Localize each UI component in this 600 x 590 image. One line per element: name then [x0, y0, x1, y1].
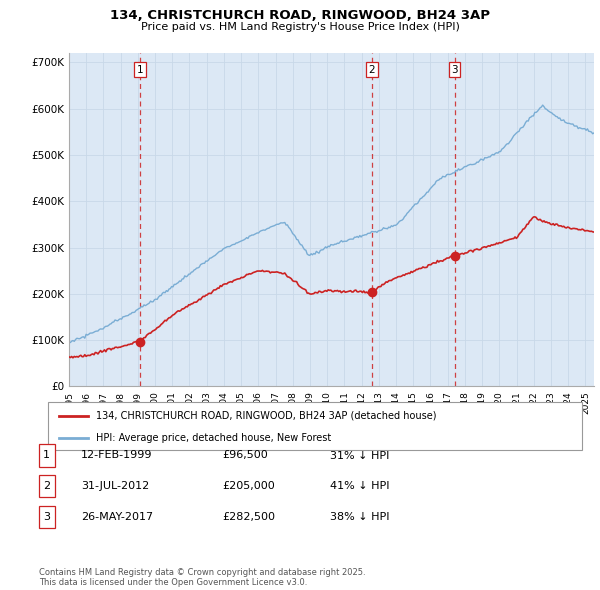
Text: £282,500: £282,500 — [222, 512, 275, 522]
Text: £205,000: £205,000 — [222, 481, 275, 491]
Text: £96,500: £96,500 — [222, 451, 268, 460]
Text: 38% ↓ HPI: 38% ↓ HPI — [330, 512, 389, 522]
Text: 1: 1 — [137, 65, 143, 75]
Text: 31% ↓ HPI: 31% ↓ HPI — [330, 451, 389, 460]
Text: 41% ↓ HPI: 41% ↓ HPI — [330, 481, 389, 491]
Text: 12-FEB-1999: 12-FEB-1999 — [81, 451, 152, 460]
Text: 2: 2 — [43, 481, 50, 491]
Text: 31-JUL-2012: 31-JUL-2012 — [81, 481, 149, 491]
Text: Contains HM Land Registry data © Crown copyright and database right 2025.
This d: Contains HM Land Registry data © Crown c… — [39, 568, 365, 587]
Text: HPI: Average price, detached house, New Forest: HPI: Average price, detached house, New … — [96, 433, 331, 442]
Text: 2: 2 — [368, 65, 375, 75]
Text: 134, CHRISTCHURCH ROAD, RINGWOOD, BH24 3AP (detached house): 134, CHRISTCHURCH ROAD, RINGWOOD, BH24 3… — [96, 411, 437, 421]
Text: 3: 3 — [43, 512, 50, 522]
Text: 1: 1 — [43, 451, 50, 460]
Text: 26-MAY-2017: 26-MAY-2017 — [81, 512, 153, 522]
Text: Price paid vs. HM Land Registry's House Price Index (HPI): Price paid vs. HM Land Registry's House … — [140, 22, 460, 32]
Text: 3: 3 — [451, 65, 458, 75]
Text: 134, CHRISTCHURCH ROAD, RINGWOOD, BH24 3AP: 134, CHRISTCHURCH ROAD, RINGWOOD, BH24 3… — [110, 9, 490, 22]
